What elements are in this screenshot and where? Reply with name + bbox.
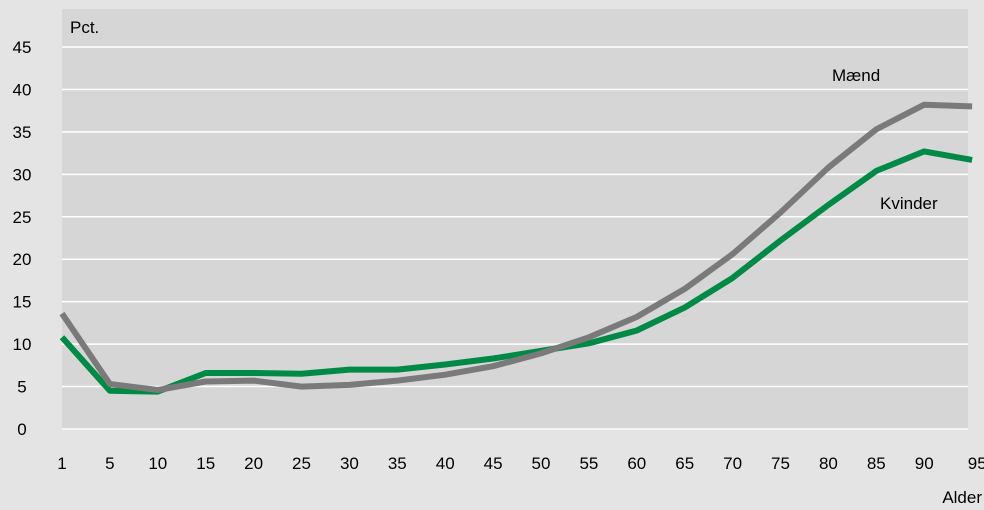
x-tick-label: 5: [105, 454, 114, 473]
x-tick-label: 15: [196, 454, 215, 473]
x-tick-label: 45: [484, 454, 503, 473]
y-tick-label: 0: [17, 420, 26, 439]
y-tick-label: 30: [13, 165, 32, 184]
x-tick-label: 30: [340, 454, 359, 473]
y-tick-label: 10: [13, 335, 32, 354]
y-tick-label: 25: [13, 208, 32, 227]
y-tick-label: 35: [13, 123, 32, 142]
series-label-kvinder: Kvinder: [880, 194, 938, 213]
series-line-maend: [59, 101, 973, 393]
x-tick-label: 70: [723, 454, 742, 473]
y-tick-label: 15: [13, 293, 32, 312]
x-tick-label: 65: [675, 454, 694, 473]
x-tick-label: 40: [436, 454, 455, 473]
x-tick-label: 1: [57, 454, 66, 473]
x-tick-label: 85: [867, 454, 886, 473]
x-tick-label: 80: [819, 454, 838, 473]
x-tick-label: 75: [771, 454, 790, 473]
y-tick-label: 20: [13, 250, 32, 269]
x-tick-label: 55: [579, 454, 598, 473]
x-tick-label: 10: [148, 454, 167, 473]
x-tick-label: 35: [388, 454, 407, 473]
y-axis-label: Pct.: [70, 18, 99, 37]
y-tick-label: 5: [17, 378, 26, 397]
y-tick-labels: 0 5 10 15 20 25 30 35 40 45: [13, 38, 32, 439]
x-tick-label: 90: [915, 454, 934, 473]
x-tick-label: 95-: [968, 454, 984, 473]
x-axis-label: Alder: [942, 488, 982, 507]
y-tick-label: 45: [13, 38, 32, 57]
x-tick-label: 25: [292, 454, 311, 473]
y-tick-label: 40: [13, 80, 32, 99]
x-tick-label: 20: [244, 454, 263, 473]
series-line-kvinder: [59, 148, 973, 395]
series-lines: [59, 101, 973, 395]
x-tick-label: 60: [627, 454, 646, 473]
series-label-maend: Mænd: [832, 66, 880, 85]
x-tick-label: 50: [532, 454, 551, 473]
